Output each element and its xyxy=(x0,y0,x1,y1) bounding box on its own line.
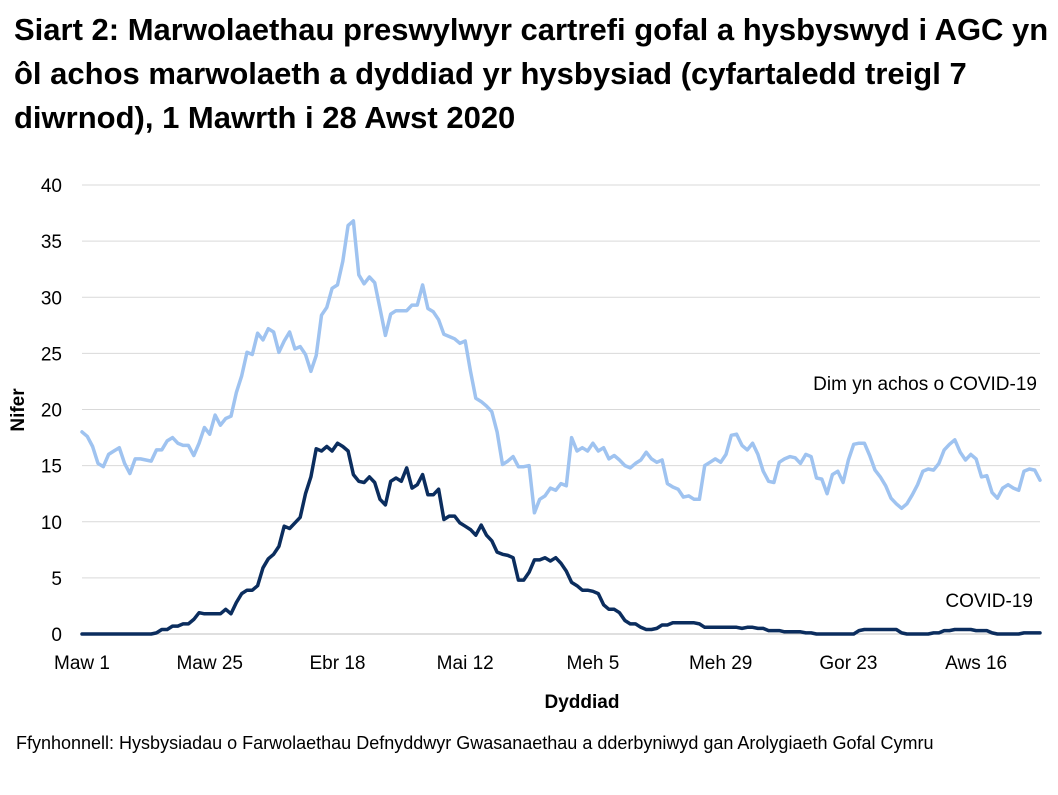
y-tick-label-35: 35 xyxy=(41,232,62,253)
x-tick-label-7: Aws 16 xyxy=(945,653,1007,674)
series-labels: Dim yn achos o COVID-19 COVID-19 xyxy=(813,374,1037,612)
series-line-0 xyxy=(80,219,1042,515)
y-tick-label-30: 30 xyxy=(41,288,62,309)
y-tick-label-25: 25 xyxy=(41,344,62,365)
y-axis-label: Nifer xyxy=(8,388,29,432)
gridlines xyxy=(82,184,1040,635)
x-tick-label-5: Meh 29 xyxy=(689,653,752,674)
x-tick-label-4: Meh 5 xyxy=(567,653,620,674)
y-tick-label-15: 15 xyxy=(41,457,62,478)
x-axis-label: Dyddiad xyxy=(545,692,620,713)
y-tick-label-0: 0 xyxy=(51,625,62,646)
series-lines xyxy=(80,219,1042,636)
x-tick-label-1: Maw 25 xyxy=(176,653,243,674)
chart-title: Siart 2: Marwolaethau preswylwyr cartref… xyxy=(14,12,1049,135)
source-note: Ffynhonnell: Hysbysiadau o Farwolaethau … xyxy=(16,733,934,753)
x-tick-label-2: Ebr 18 xyxy=(309,653,365,674)
x-axis-ticks: Maw 1 Maw 25 Ebr 18 Mai 12 Meh 5 Meh 29 Gor 23… xyxy=(54,653,1007,674)
y-tick-label-5: 5 xyxy=(51,569,62,590)
series-line-1 xyxy=(80,441,1042,636)
series-label-0: Dim yn achos o COVID-19 xyxy=(813,374,1037,395)
y-tick-label-40: 40 xyxy=(41,176,62,197)
y-axis-ticks: 0 5 10 15 20 25 30 35 40 xyxy=(41,176,62,646)
x-tick-label-0: Maw 1 xyxy=(54,653,110,674)
series-label-1: COVID-19 xyxy=(945,591,1033,612)
x-tick-label-3: Mai 12 xyxy=(437,653,494,674)
y-tick-label-20: 20 xyxy=(41,401,62,422)
y-tick-label-10: 10 xyxy=(41,513,62,534)
x-tick-label-6: Gor 23 xyxy=(819,653,877,674)
